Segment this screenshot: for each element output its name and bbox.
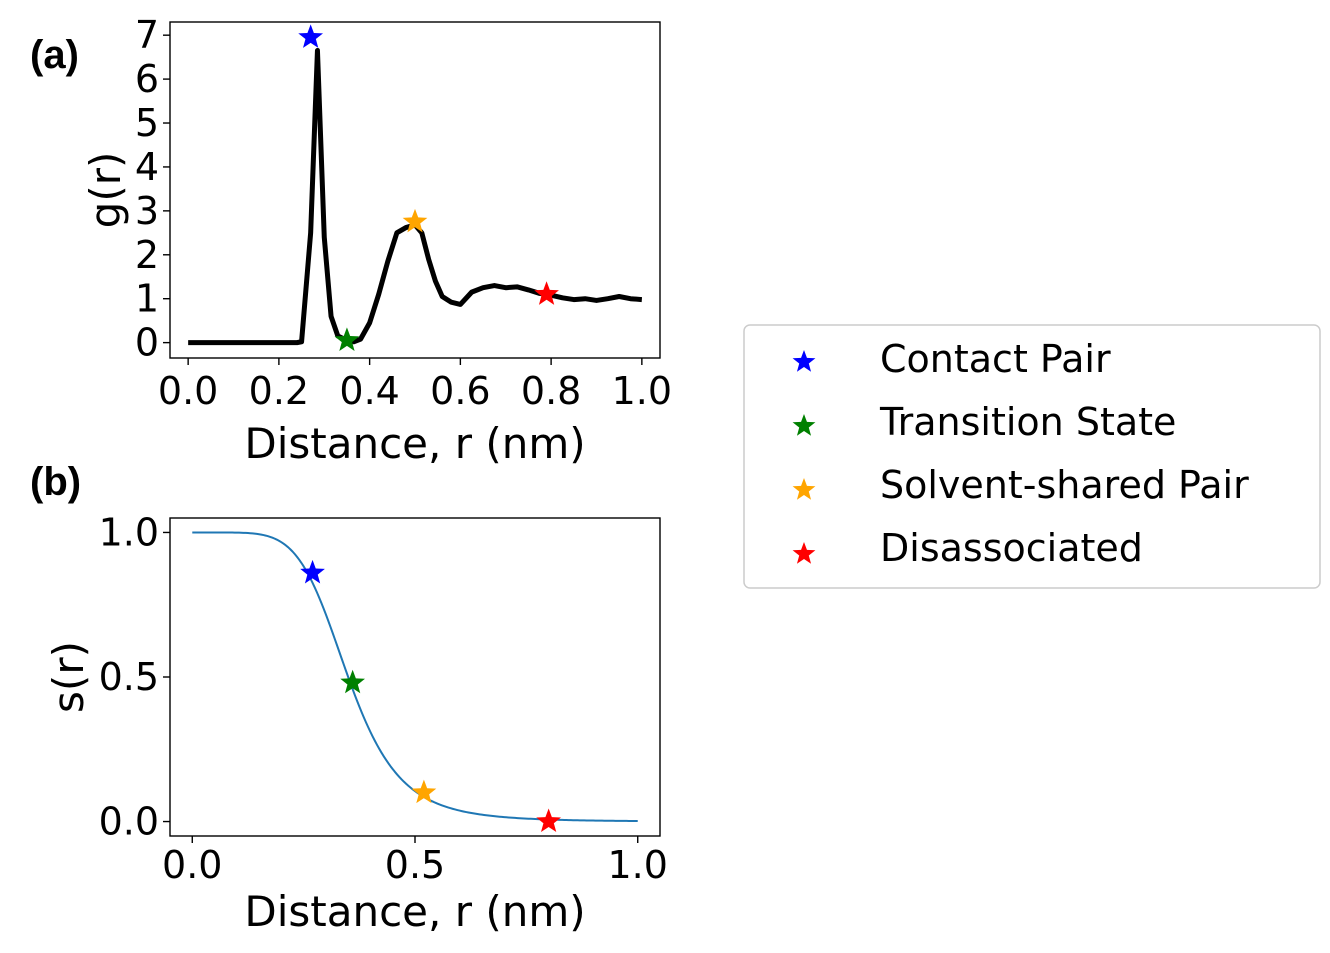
chart-b-marker-transition-state	[340, 669, 365, 694]
chart-a-ylabel: g(r)	[81, 152, 130, 229]
chart-a-frame	[169, 21, 661, 359]
chart-b-xtick-label: 0.0	[162, 843, 222, 887]
chart-a-xtick-label: 0.2	[249, 369, 309, 413]
legend-box	[743, 324, 1321, 589]
chart-a-ytick-label: 1	[135, 277, 159, 321]
chart-a-series-line	[188, 48, 643, 346]
legend-star-icon-disassociated	[792, 542, 816, 564]
chart-b-sr: 0.0 0.5 1.0 0.0 0.5 1.0 Distance, r (nm) s(r)	[44, 510, 668, 936]
legend-item-solvent-shared-pair: Solvent-shared Pair	[792, 463, 1249, 507]
chart-a-marker-disassociated	[534, 281, 559, 305]
legend: Contact Pair Transition State Solvent-sh…	[743, 324, 1321, 589]
chart-a-series	[188, 48, 643, 346]
legend-label-transition-state: Transition State	[879, 400, 1176, 444]
chart-b-marker-contact-pair	[300, 559, 325, 584]
chart-b-xtick-label: 0.5	[385, 843, 445, 887]
chart-a-xtick-label: 0.0	[158, 369, 218, 413]
chart-a-xtick-label: 0.6	[430, 369, 490, 413]
chart-b-frame	[169, 517, 661, 837]
chart-a-xtick-label: 1.0	[612, 369, 672, 413]
chart-a-ytick-label: 0	[135, 321, 159, 365]
chart-a-markers	[298, 24, 559, 351]
chart-b-markers	[300, 559, 561, 833]
chart-b-ytick-label: 0.0	[99, 800, 159, 844]
chart-a-xtick-label: 0.8	[521, 369, 581, 413]
chart-b-series-line	[192, 531, 638, 823]
legend-label-solvent-shared-pair: Solvent-shared Pair	[880, 463, 1249, 507]
chart-b-series	[192, 531, 638, 823]
chart-b-ticks: 0.0 0.5 1.0 0.0 0.5 1.0	[99, 510, 668, 887]
legend-star-icon-transition-state	[792, 414, 816, 436]
chart-a-xtick-label: 0.4	[339, 369, 399, 413]
chart-b-ytick-label: 0.5	[99, 655, 159, 699]
legend-star-icon-solvent-shared-pair	[792, 478, 816, 500]
panel-label-b: (b)	[30, 460, 81, 504]
chart-b-ytick-label: 1.0	[99, 510, 159, 554]
chart-a-marker-contact-pair	[298, 24, 324, 48]
chart-a-ytick-label: 7	[135, 13, 159, 57]
chart-b-xtick-label: 1.0	[608, 843, 668, 887]
legend-label-contact-pair: Contact Pair	[880, 337, 1111, 381]
chart-a-ytick-label: 5	[135, 101, 159, 145]
chart-a-marker-solvent-shared-pair	[402, 208, 428, 233]
panel-label-a: (a)	[30, 33, 79, 77]
chart-b-marker-solvent-shared-pair	[411, 779, 437, 804]
chart-b-ylabel: s(r)	[44, 641, 93, 713]
chart-a-ytick-label: 4	[135, 145, 159, 189]
legend-item-disassociated: Disassociated	[792, 526, 1143, 570]
legend-item-contact-pair: Contact Pair	[792, 337, 1111, 381]
chart-a-ytick-label: 6	[135, 57, 159, 101]
chart-a-marker-transition-state	[334, 327, 360, 351]
legend-star-icon-contact-pair	[792, 350, 816, 372]
chart-b-marker-disassociated	[536, 808, 561, 833]
legend-item-transition-state: Transition State	[792, 400, 1176, 444]
chart-a-ytick-label: 2	[135, 233, 159, 277]
legend-label-disassociated: Disassociated	[880, 526, 1143, 570]
chart-a-xlabel: Distance, r (nm)	[244, 419, 585, 468]
chart-a-ytick-label: 3	[135, 189, 159, 233]
chart-b-xlabel: Distance, r (nm)	[244, 887, 585, 936]
